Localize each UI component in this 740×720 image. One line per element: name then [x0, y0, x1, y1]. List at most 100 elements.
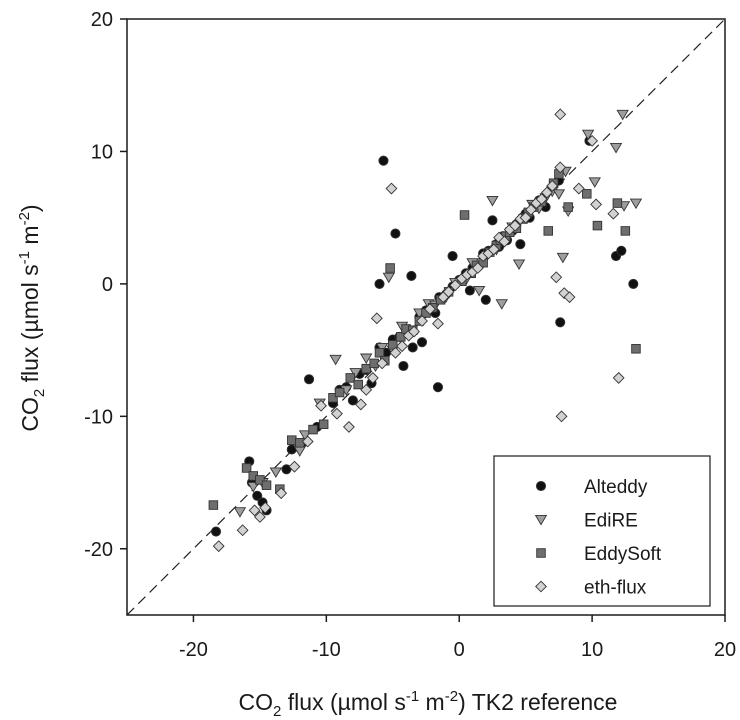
- data-point: [582, 189, 592, 199]
- y-tick-label: -20: [84, 539, 113, 561]
- data-point: [432, 317, 444, 330]
- data-point: [347, 395, 358, 406]
- data-point: [590, 198, 603, 211]
- legend-marker-eth-flux: [535, 580, 547, 593]
- data-point: [253, 511, 266, 523]
- legend-box: [493, 455, 711, 607]
- data-point: [233, 507, 247, 518]
- data-point: [464, 285, 475, 296]
- data-point: [424, 303, 436, 315]
- data-point: [519, 211, 532, 224]
- data-point: [612, 371, 625, 384]
- data-point: [563, 202, 573, 212]
- data-point: [354, 398, 367, 411]
- data-point: [628, 278, 639, 289]
- data-point: [275, 487, 288, 500]
- data-point: [459, 210, 470, 220]
- data-point: [432, 382, 444, 393]
- data-point: [374, 278, 385, 289]
- legend: Alteddy EdiRE EddySoft eth-flux: [493, 455, 711, 607]
- data-point: [408, 325, 420, 338]
- data-point: [554, 108, 567, 121]
- data-point: [374, 348, 385, 358]
- data-point: [586, 134, 599, 147]
- data-point: [555, 410, 568, 423]
- data-point: [287, 435, 297, 445]
- data-point: [378, 155, 389, 166]
- data-point: [563, 291, 576, 304]
- data-point: [407, 342, 418, 353]
- legend-marker-eddysoft: [536, 548, 546, 558]
- data-point: [509, 219, 521, 232]
- data-point: [616, 245, 627, 256]
- data-point: [406, 270, 417, 281]
- data-point: [385, 182, 398, 195]
- data-point: [525, 203, 537, 216]
- y-tick-label: 0: [102, 274, 113, 296]
- data-point: [375, 342, 389, 354]
- data-point: [210, 526, 222, 537]
- data-point: [581, 129, 595, 141]
- x-tick-label: 20: [714, 639, 736, 661]
- data-point: [629, 198, 643, 210]
- y-tick-label: 20: [91, 9, 113, 31]
- x-tick-label: -20: [179, 639, 208, 661]
- data-point: [535, 193, 548, 206]
- data-point: [554, 161, 567, 174]
- data-point: [241, 463, 252, 473]
- data-point: [588, 177, 601, 188]
- data-point: [388, 340, 398, 350]
- data-point: [261, 480, 272, 490]
- data-point: [609, 142, 623, 154]
- data-point: [259, 501, 272, 514]
- data-point: [442, 285, 455, 298]
- x-tick-label: -10: [312, 639, 341, 661]
- data-point: [416, 337, 428, 348]
- data-point: [620, 226, 631, 236]
- data-point: [396, 332, 406, 342]
- data-point: [416, 315, 428, 327]
- data-point: [471, 262, 484, 274]
- y-axis: -20 -10 0 10 20: [84, 9, 127, 561]
- data-point: [382, 272, 395, 284]
- data-point: [360, 383, 373, 396]
- data-point: [550, 271, 563, 284]
- data-point: [389, 346, 402, 359]
- legend-label: Alteddy: [584, 477, 648, 498]
- data-point: [315, 399, 327, 412]
- data-point: [546, 179, 559, 192]
- legend-marker-edire: [534, 515, 548, 526]
- data-point: [286, 444, 297, 455]
- x-tick-label: 10: [581, 639, 603, 661]
- legend-label: eth-flux: [584, 578, 647, 599]
- data-point: [616, 109, 629, 121]
- data-point: [472, 286, 486, 297]
- data-point: [361, 363, 371, 374]
- data-point: [269, 467, 283, 478]
- data-point: [329, 354, 342, 366]
- legend-marker-alteddy: [535, 480, 547, 492]
- data-point: [366, 371, 379, 384]
- data-point: [236, 524, 249, 537]
- data-point: [342, 420, 355, 433]
- data-point: [208, 500, 219, 510]
- data-point: [328, 393, 338, 403]
- data-point: [281, 464, 292, 475]
- data-point: [572, 182, 585, 195]
- data-point: [353, 379, 363, 390]
- data-point: [498, 235, 511, 248]
- data-point: [385, 263, 395, 273]
- data-point: [543, 226, 554, 236]
- data-point: [449, 279, 462, 292]
- data-point: [487, 243, 500, 256]
- data-point: [334, 387, 345, 398]
- y-tick-label: -10: [84, 406, 113, 428]
- data-point: [515, 239, 526, 250]
- data-point: [252, 490, 263, 501]
- x-tick-label: 0: [454, 639, 465, 661]
- data-point: [556, 252, 570, 264]
- legend-label: EdiRE: [584, 511, 638, 532]
- data-point: [555, 317, 566, 328]
- data-point: [370, 312, 383, 325]
